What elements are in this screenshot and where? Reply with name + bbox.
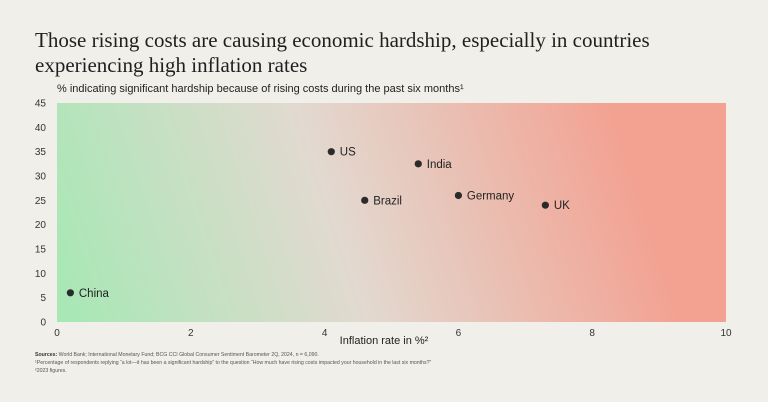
x-axis-label: Inflation rate in %² <box>339 335 429 347</box>
x-tick-label: 6 <box>456 328 462 339</box>
y-tick-label: 15 <box>35 245 47 256</box>
footnote-2: ²2023 figures. <box>35 368 67 374</box>
y-axis: 0 5 10 15 20 25 30 35 40 45 <box>35 99 47 329</box>
x-tick-label: 8 <box>589 328 595 339</box>
chart-subtitle: % indicating significant hardship becaus… <box>57 83 464 95</box>
data-point <box>541 201 549 209</box>
y-tick-label: 0 <box>40 318 46 329</box>
data-point-label: Brazil <box>373 195 402 207</box>
y-tick-label: 25 <box>35 196 47 207</box>
data-point <box>361 196 369 204</box>
x-tick-label: 2 <box>188 328 194 339</box>
data-point <box>66 289 74 297</box>
sources-text: World Bank; International Monetary Fund;… <box>58 352 319 358</box>
data-point-label: UK <box>554 200 570 212</box>
data-point <box>414 160 422 168</box>
sources-footnote: Sources: World Bank; International Monet… <box>35 351 755 375</box>
y-tick-label: 45 <box>35 99 47 110</box>
y-tick-label: 30 <box>35 172 47 183</box>
y-tick-label: 40 <box>35 123 47 134</box>
sources-label: Sources: <box>35 352 58 358</box>
x-tick-label: 10 <box>720 328 732 339</box>
x-tick-label: 0 <box>54 328 60 339</box>
data-point <box>327 148 335 156</box>
chart-title: Those rising costs are causing economic … <box>35 28 650 77</box>
footnote-1: ¹Percentage of respondents replying “a l… <box>35 360 432 366</box>
y-tick-label: 10 <box>35 269 47 280</box>
y-tick-label: 35 <box>35 147 47 158</box>
data-points: US India Germany Brazil UK China <box>66 147 570 300</box>
data-point-label: India <box>427 159 453 171</box>
x-axis: 0 2 4 6 8 10 <box>54 328 732 339</box>
data-point-label: Germany <box>467 190 515 202</box>
data-point-label: China <box>79 288 110 300</box>
y-tick-label: 20 <box>35 220 47 231</box>
data-point <box>454 191 462 200</box>
data-point-label: US <box>340 147 356 159</box>
plot-area <box>57 103 726 322</box>
x-tick-label: 4 <box>322 328 328 339</box>
y-tick-label: 5 <box>40 293 46 304</box>
